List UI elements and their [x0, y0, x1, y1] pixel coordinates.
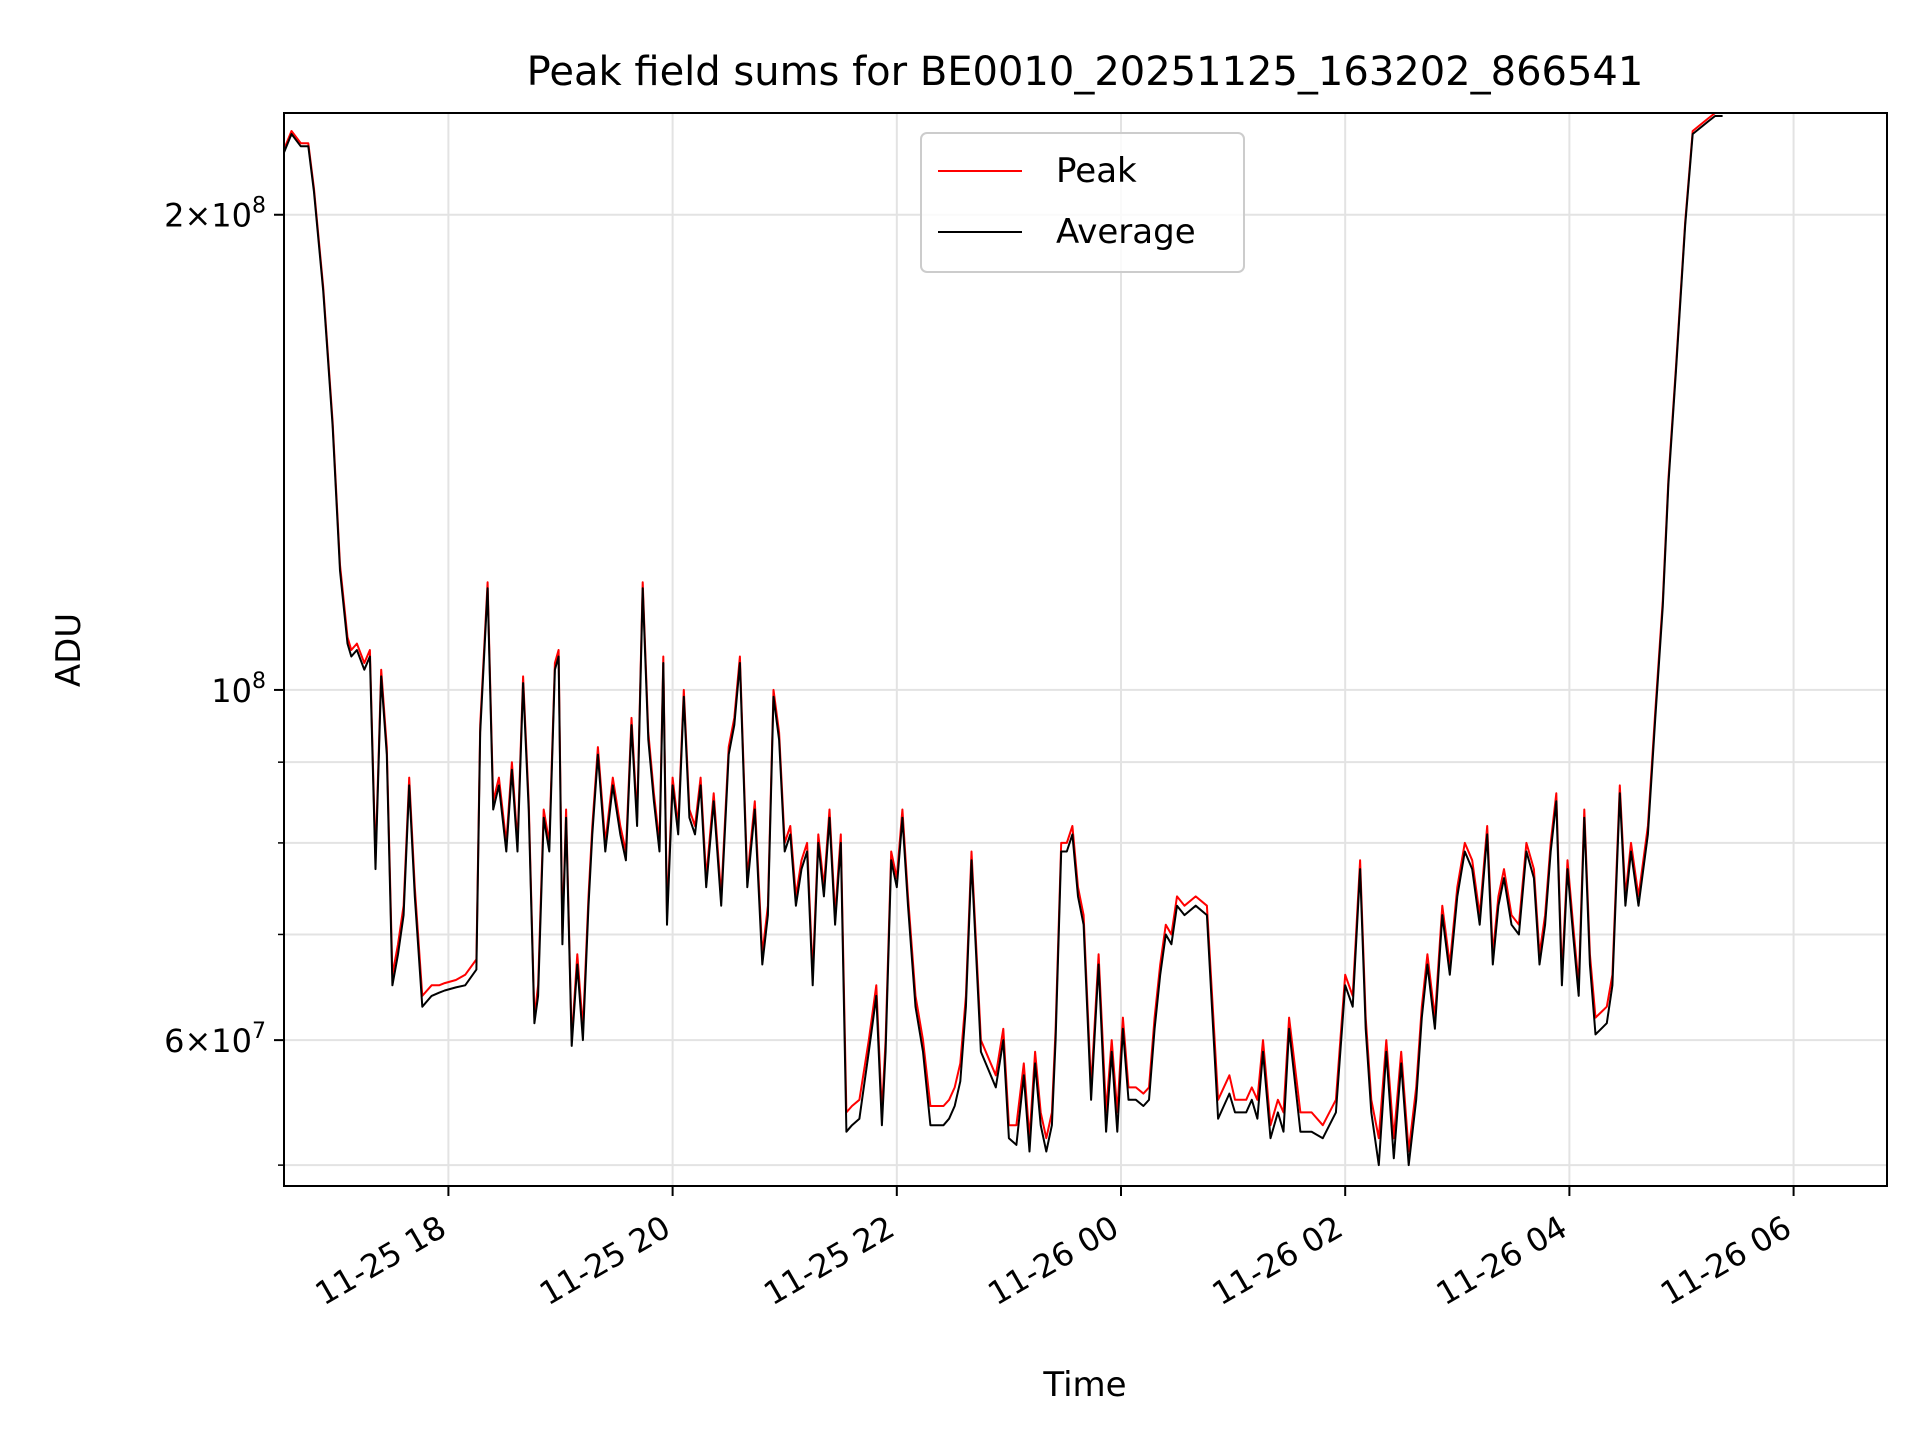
x-axis-label: Time — [1042, 1365, 1126, 1405]
y-axis-ticks: 6×107 108 2×108 — [164, 194, 284, 1166]
legend-peak-label: Peak — [1056, 151, 1137, 191]
plot-frame — [283, 112, 1888, 1187]
y-tick-label: 108 — [211, 669, 266, 710]
legend-box — [920, 132, 1245, 273]
legend: Peak Average — [920, 132, 1245, 273]
series-lines — [283, 112, 1723, 1167]
chart-title: Peak field sums for BE0010_20251125_1632… — [527, 49, 1644, 95]
series-line-average — [283, 115, 1723, 1167]
y-tick-label: 2×108 — [164, 194, 266, 235]
y-axis-label: ADU — [49, 613, 89, 687]
legend-average-label: Average — [1056, 212, 1196, 252]
y-tick-label: 6×107 — [164, 1019, 266, 1060]
